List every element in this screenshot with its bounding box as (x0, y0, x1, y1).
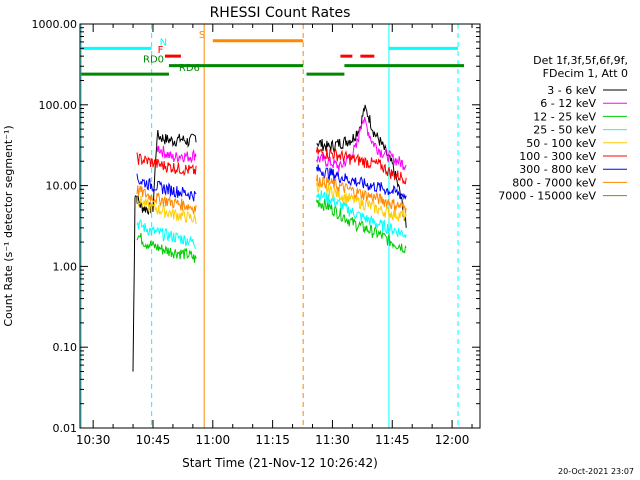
y-axis-label: Count Rate (s⁻¹ detector segment⁻¹) (2, 125, 15, 326)
series-line-3 (136, 190, 407, 250)
series-line-1 (156, 116, 407, 172)
y-tick-label-1: 0.10 (53, 341, 78, 354)
series-line-6 (136, 164, 407, 202)
series-line-5 (136, 146, 407, 185)
axis-ticks: 0.01 0.10 1.00 10.00 100.00 1000.00 10:30 10:45… (32, 18, 480, 447)
y-tick-label-4: 100.00 (39, 99, 78, 112)
legend-label-3: 25 - 50 keV (533, 124, 596, 137)
legend: Det 1f,3f,5f,6f,9f, FDecim 1, Att 0 3 - … (498, 54, 628, 203)
plot-frame (79, 23, 481, 429)
y-tick-label-2: 1.00 (53, 260, 78, 273)
legend-label-0: 3 - 6 keV (547, 84, 596, 97)
legend-label-1: 6 - 12 keV (540, 97, 596, 110)
x-tick-label-1: 10:45 (136, 433, 171, 447)
x-tick-label-3: 11:15 (255, 433, 290, 447)
flag-label-rd0: RD0 (143, 55, 164, 66)
flag-label-f: F (158, 45, 164, 56)
legend-label-5: 100 - 300 keV (519, 150, 596, 163)
x-tick-label-2: 11:00 (196, 433, 231, 447)
x-tick-label-0: 10:30 (76, 433, 111, 447)
legend-label-4: 50 - 100 keV (526, 137, 596, 150)
legend-label-8: 7000 - 15000 keV (498, 190, 596, 203)
footer-date: 20-Oct-2021 23:07 (558, 467, 634, 476)
y-tick-label-5: 1000.00 (32, 18, 78, 31)
chart-title: RHESSI Count Rates (210, 5, 351, 21)
flag-label-s: S (199, 30, 205, 41)
y-tick-label-3: 10.00 (46, 180, 78, 193)
x-axis-label: Start Time (21-Nov-12 10:26:42) (182, 456, 378, 470)
legend-header-line1: Det 1f,3f,5f,6f,9f, (533, 54, 628, 67)
flag-label-rd6: RD6 (179, 63, 200, 74)
x-tick-label-5: 11:45 (375, 433, 410, 447)
legend-label-6: 300 - 800 keV (519, 163, 596, 176)
x-tick-label-6: 12:00 (435, 433, 470, 447)
axes (79, 23, 481, 429)
series-line-2 (136, 199, 407, 263)
legend-header-line2: FDecim 1, Att 0 (543, 67, 628, 80)
flag-label-n: N (160, 37, 167, 48)
x-tick-label-4: 11:30 (315, 433, 350, 447)
y-tick-label-0: 0.01 (53, 422, 78, 435)
series-line-4 (136, 181, 407, 225)
legend-label-2: 12 - 25 keV (533, 110, 596, 123)
series-line-7 (136, 174, 407, 215)
series-line-0 (132, 104, 407, 372)
legend-label-7: 800 - 7000 keV (512, 176, 596, 189)
